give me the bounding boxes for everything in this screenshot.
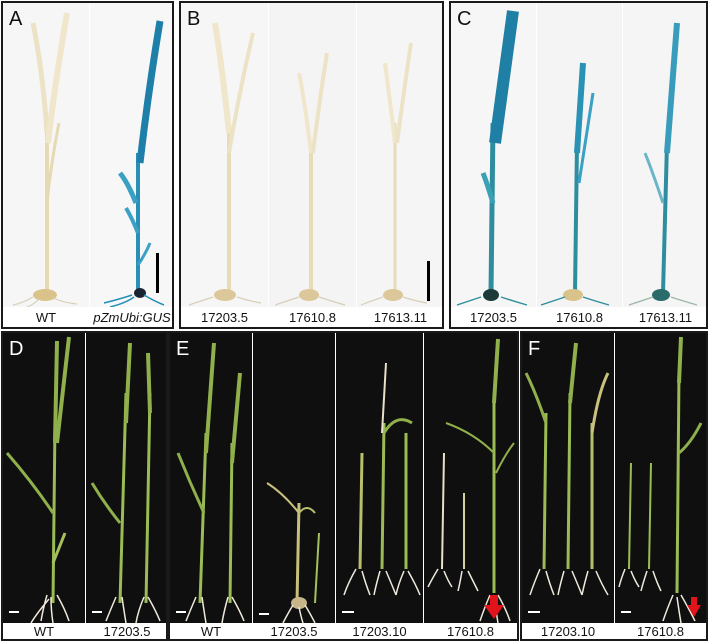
- divider: [335, 333, 336, 623]
- caption-e-2: 17203.5: [270, 624, 318, 639]
- panel-a-label: A: [9, 8, 23, 30]
- seedling-image-gus: [90, 3, 172, 307]
- panel-c-label: C: [457, 8, 472, 30]
- seedling-image-b3: [357, 3, 442, 307]
- caption-d-2: 17203.5: [103, 624, 151, 639]
- seedling-image-d2: [86, 333, 166, 623]
- seedling-image-c3: [623, 3, 706, 307]
- seedling-image-f1: [522, 333, 614, 623]
- seedling-image-c2: [537, 3, 622, 307]
- caption-e-4: 17610.8: [447, 624, 494, 639]
- panel-d-label: D: [9, 338, 24, 360]
- seedling-image-e1: [170, 333, 252, 623]
- caption-f-2: 17610.8: [637, 624, 684, 639]
- seedling-image-e4: [424, 333, 517, 623]
- seedling-image-wt: [3, 3, 89, 307]
- caption-b-2: 17610.8: [289, 310, 336, 325]
- panel-c: C 17203.5 17610.8 17613.11: [449, 1, 708, 329]
- caption-e-1: WT: [200, 624, 222, 639]
- panel-a: A WT pZmUbi:GUS: [1, 1, 174, 329]
- seedling-image-b1: [181, 3, 268, 307]
- caption-a-1: WT: [35, 310, 57, 325]
- divider: [85, 333, 86, 623]
- panel-f-label: F: [528, 338, 541, 360]
- seedling-image-c1: [451, 3, 536, 307]
- panel-b: B 17203.5 17610.8 17613.11: [179, 1, 444, 329]
- divider: [423, 333, 424, 623]
- divider: [252, 333, 253, 623]
- seedling-image-e3: [336, 333, 423, 623]
- seedling-image-b2: [269, 3, 356, 307]
- caption-c-1: 17203.5: [470, 310, 517, 325]
- red-arrow-marker: [687, 597, 701, 617]
- seedling-image-d1: [3, 333, 85, 623]
- panel-f: F 17203.10 17610.8: [520, 331, 708, 641]
- panel-e-label: E: [176, 338, 190, 360]
- caption-d-1: WT: [33, 624, 55, 639]
- panel-e: E: [168, 331, 519, 641]
- caption-a-2: pZmUbi:GUS: [93, 310, 171, 325]
- panel-d: D WT 17203.5: [1, 331, 168, 641]
- red-arrow-marker: [484, 595, 504, 619]
- seedling-image-f2: [615, 333, 706, 623]
- caption-f-1: 17203.10: [540, 624, 596, 639]
- seedling-image-e2: [253, 333, 335, 623]
- divider: [614, 333, 615, 623]
- caption-e-3: 17203.10: [352, 624, 407, 639]
- caption-c-3: 17613.11: [638, 310, 693, 325]
- panel-b-label: B: [187, 8, 201, 30]
- caption-c-2: 17610.8: [556, 310, 603, 325]
- caption-b-3: 17613.11: [373, 310, 428, 325]
- caption-b-1: 17203.5: [201, 310, 248, 325]
